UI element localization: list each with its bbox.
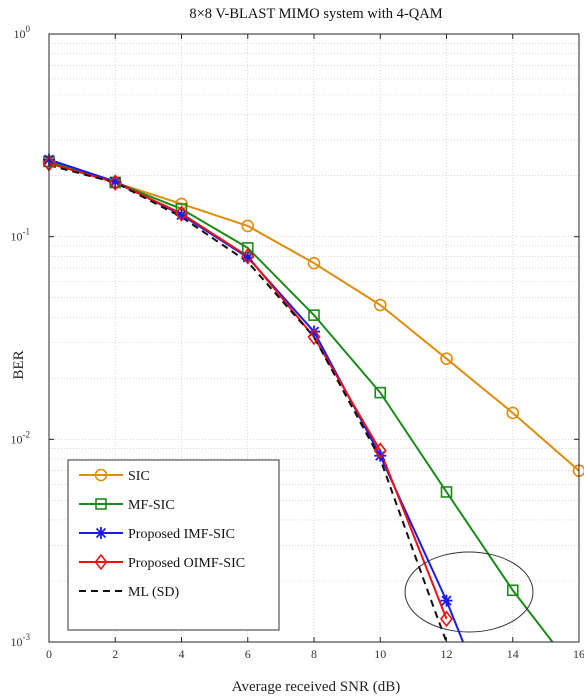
data-point-sic: [440, 352, 453, 365]
legend-entry-proposed-oimf-sic: Proposed OIMF-SIC: [79, 553, 245, 571]
highlight-ellipse: [404, 551, 534, 633]
chart-title: 8×8 V-BLAST MIMO system with 4-QAM: [189, 6, 442, 22]
data-point-mf-sic: [308, 309, 320, 321]
legend-label: SIC: [128, 469, 150, 484]
data-point-mf-sic: [506, 584, 519, 597]
data-point-sic: [373, 298, 387, 312]
legend-marker: [94, 553, 108, 571]
x-tick-label: 10: [374, 647, 386, 661]
legend-label: Proposed OIMF-SIC: [128, 556, 245, 571]
x-tick-label: 8: [311, 647, 317, 661]
y-tick-label: 100: [14, 24, 31, 41]
series-line-mf-sic: [49, 160, 554, 642]
legend-entry-proposed-imf-sic: Proposed IMF-SIC: [79, 527, 235, 542]
y-tick-label: 10-1: [11, 227, 31, 244]
data-point-proposed-oimf-sic: [108, 174, 122, 191]
series-line-ml-sd: [49, 164, 448, 642]
data-point-proposed-oimf-sic: [439, 610, 454, 628]
x-tick-label: 16: [573, 647, 584, 661]
x-tick-label: 4: [179, 647, 185, 661]
y-axis-ticks: 100 10-1 10-2 10-3: [11, 24, 579, 649]
y-axis-title: BER: [11, 350, 27, 379]
legend-entry-ml-sd: ML (SD): [79, 585, 180, 600]
legend-label: MF-SIC: [128, 498, 175, 513]
data-point-sic: [506, 406, 520, 420]
x-tick-label: 0: [46, 647, 52, 661]
x-tick-label: 6: [245, 647, 251, 661]
legend-entry-sic: SIC: [79, 468, 150, 484]
data-point-proposed-oimf-sic: [307, 328, 321, 346]
legend-marker: [95, 527, 107, 539]
x-tick-label: 12: [441, 647, 453, 661]
legend-label: Proposed IMF-SIC: [128, 527, 235, 542]
y-tick-label: 10-2: [11, 429, 31, 446]
marker-layer: [42, 153, 584, 628]
legend: SIC MF-SIC Proposed IMF-SIC Proposed OIMF-S…: [67, 459, 280, 631]
data-point-proposed-oimf-sic: [373, 442, 387, 459]
x-axis-title: Average received SNR (dB): [232, 679, 400, 695]
legend-marker: [95, 498, 107, 510]
y-tick-label: 10-3: [11, 632, 31, 649]
x-axis-ticks: 0 2 4 6 8 10 12 14 16: [46, 34, 584, 661]
legend-entry-mf-sic: MF-SIC: [79, 498, 175, 513]
legend-marker: [94, 468, 108, 482]
data-point-mf-sic: [440, 486, 453, 498]
x-tick-label: 14: [507, 647, 519, 661]
data-point-proposed-imf-sic: [440, 594, 453, 607]
data-point-sic: [241, 219, 255, 233]
series-line-sic: [49, 160, 579, 472]
data-point-mf-sic: [374, 386, 387, 399]
legend-label: ML (SD): [128, 585, 180, 600]
legend-box: [67, 459, 280, 631]
data-point-proposed-oimf-sic: [241, 248, 255, 265]
x-tick-label: 2: [112, 647, 118, 661]
data-point-proposed-oimf-sic: [174, 205, 189, 222]
data-point-sic: [307, 256, 321, 270]
